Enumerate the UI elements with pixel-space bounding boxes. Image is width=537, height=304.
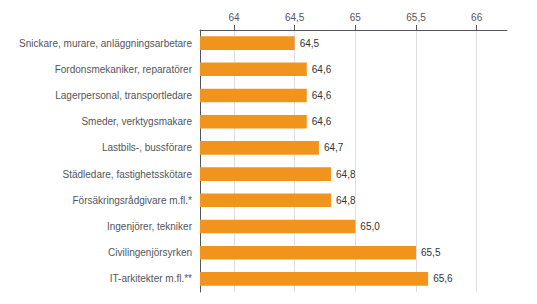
svg-text:64,6: 64,6 <box>312 116 332 127</box>
svg-text:Städledare, fastighetsskötare: Städledare, fastighetsskötare <box>62 169 192 180</box>
svg-text:64,8: 64,8 <box>336 169 356 180</box>
svg-text:Snickare, murare, anläggningsa: Snickare, murare, anläggningsarbetare <box>19 38 192 49</box>
svg-text:Ingenjörer, tekniker: Ingenjörer, tekniker <box>107 221 193 232</box>
svg-text:65,0: 65,0 <box>360 221 380 232</box>
svg-text:Lagerpersonal, transportledare: Lagerpersonal, transportledare <box>55 90 192 101</box>
svg-text:64,8: 64,8 <box>336 195 356 206</box>
svg-text:65: 65 <box>350 12 362 23</box>
svg-text:IT-arkitekter m.fl.**: IT-arkitekter m.fl.** <box>110 273 192 284</box>
svg-text:65,5: 65,5 <box>421 247 441 258</box>
svg-text:65,6: 65,6 <box>433 273 453 284</box>
svg-text:64,7: 64,7 <box>324 142 344 153</box>
svg-text:Civilingenjörsyrken: Civilingenjörsyrken <box>108 247 192 258</box>
svg-text:66: 66 <box>471 12 483 23</box>
svg-text:64,5: 64,5 <box>300 38 320 49</box>
svg-text:64: 64 <box>228 12 240 23</box>
svg-text:64,6: 64,6 <box>312 64 332 75</box>
svg-text:64,6: 64,6 <box>312 90 332 101</box>
svg-text:Smeder, verktygsmakare: Smeder, verktygsmakare <box>81 116 192 127</box>
svg-text:Fordonsmekaniker, reparatörer: Fordonsmekaniker, reparatörer <box>55 64 193 75</box>
svg-text:64,5: 64,5 <box>285 12 305 23</box>
svg-text:65,5: 65,5 <box>406 12 426 23</box>
svg-text:Försäkringsrådgivare m.fl.*: Försäkringsrådgivare m.fl.* <box>73 195 193 206</box>
svg-text:Lastbils-, bussförare: Lastbils-, bussförare <box>102 142 192 153</box>
